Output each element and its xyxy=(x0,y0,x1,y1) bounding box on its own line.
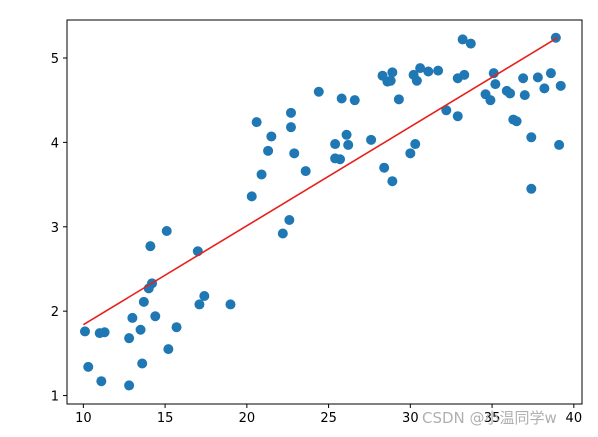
data-point xyxy=(127,312,138,323)
data-point xyxy=(393,94,404,105)
data-point xyxy=(485,95,496,106)
data-point xyxy=(145,241,156,252)
data-point xyxy=(251,117,262,128)
data-point xyxy=(423,66,434,77)
data-point xyxy=(163,344,174,355)
data-point xyxy=(284,215,295,226)
data-point xyxy=(341,129,352,140)
data-point xyxy=(349,95,360,106)
data-point xyxy=(526,183,537,194)
data-point xyxy=(387,176,398,187)
x-tick-label: 10 xyxy=(75,411,92,426)
data-point xyxy=(410,139,421,150)
data-point xyxy=(433,65,444,76)
data-point xyxy=(490,79,501,90)
data-point xyxy=(465,38,476,49)
data-point xyxy=(289,148,300,159)
data-point xyxy=(300,166,311,177)
watermark: CSDN @小温同学w xyxy=(422,409,557,427)
data-point xyxy=(161,225,172,236)
data-point xyxy=(379,162,390,173)
data-point xyxy=(505,88,516,99)
scatter-points xyxy=(79,32,566,391)
data-point xyxy=(277,228,288,239)
data-point xyxy=(411,75,422,86)
data-point xyxy=(555,80,566,91)
data-point xyxy=(532,72,543,83)
data-point xyxy=(137,358,148,369)
data-point xyxy=(246,191,257,202)
data-point xyxy=(263,145,274,156)
data-point xyxy=(554,139,565,150)
data-point xyxy=(199,290,210,301)
x-tick-label: 20 xyxy=(239,411,256,426)
data-point xyxy=(545,68,556,79)
y-tick-label: 2 xyxy=(51,305,59,320)
x-tick-label: 30 xyxy=(402,411,419,426)
data-point xyxy=(171,322,182,333)
data-point xyxy=(343,139,354,150)
data-point xyxy=(539,83,550,94)
data-point xyxy=(313,86,324,97)
data-point xyxy=(79,326,90,337)
data-point xyxy=(138,296,149,307)
data-point xyxy=(83,361,94,372)
data-point xyxy=(124,333,135,344)
y-tick-label: 5 xyxy=(51,52,59,67)
data-point xyxy=(452,111,463,122)
data-point xyxy=(330,139,341,150)
regression-line-layer xyxy=(82,37,558,326)
data-point xyxy=(150,311,161,322)
y-tick-label: 1 xyxy=(51,390,59,405)
data-point xyxy=(385,75,396,86)
data-point xyxy=(135,324,146,335)
data-point xyxy=(99,327,110,338)
plot-frame xyxy=(66,19,583,405)
data-point xyxy=(366,134,377,145)
y-tick-label: 4 xyxy=(51,136,59,151)
data-point xyxy=(335,154,346,165)
data-point xyxy=(459,69,470,80)
data-point xyxy=(387,67,398,78)
data-point xyxy=(194,299,205,310)
data-point xyxy=(457,34,468,45)
x-tick-label: 40 xyxy=(566,411,583,426)
data-point xyxy=(526,132,537,143)
data-point xyxy=(336,93,347,104)
data-point xyxy=(285,107,296,118)
x-tick-label: 15 xyxy=(157,411,174,426)
data-point xyxy=(511,116,522,127)
data-point xyxy=(405,148,416,159)
data-point xyxy=(415,63,426,74)
data-point xyxy=(518,73,529,84)
data-point xyxy=(441,105,452,116)
data-point xyxy=(124,380,135,391)
x-tick-label: 25 xyxy=(320,411,337,426)
axes: 10 15 20 25 30 35 40 1 2 3 4 5 xyxy=(51,19,583,426)
data-point xyxy=(96,376,107,387)
data-point xyxy=(285,122,296,133)
y-tick-label: 3 xyxy=(51,221,59,236)
data-point xyxy=(266,131,277,142)
regression-line xyxy=(82,37,558,326)
data-point xyxy=(225,299,236,310)
data-point xyxy=(256,169,267,180)
data-point xyxy=(519,90,530,101)
x-tick-label: 35 xyxy=(484,411,501,426)
